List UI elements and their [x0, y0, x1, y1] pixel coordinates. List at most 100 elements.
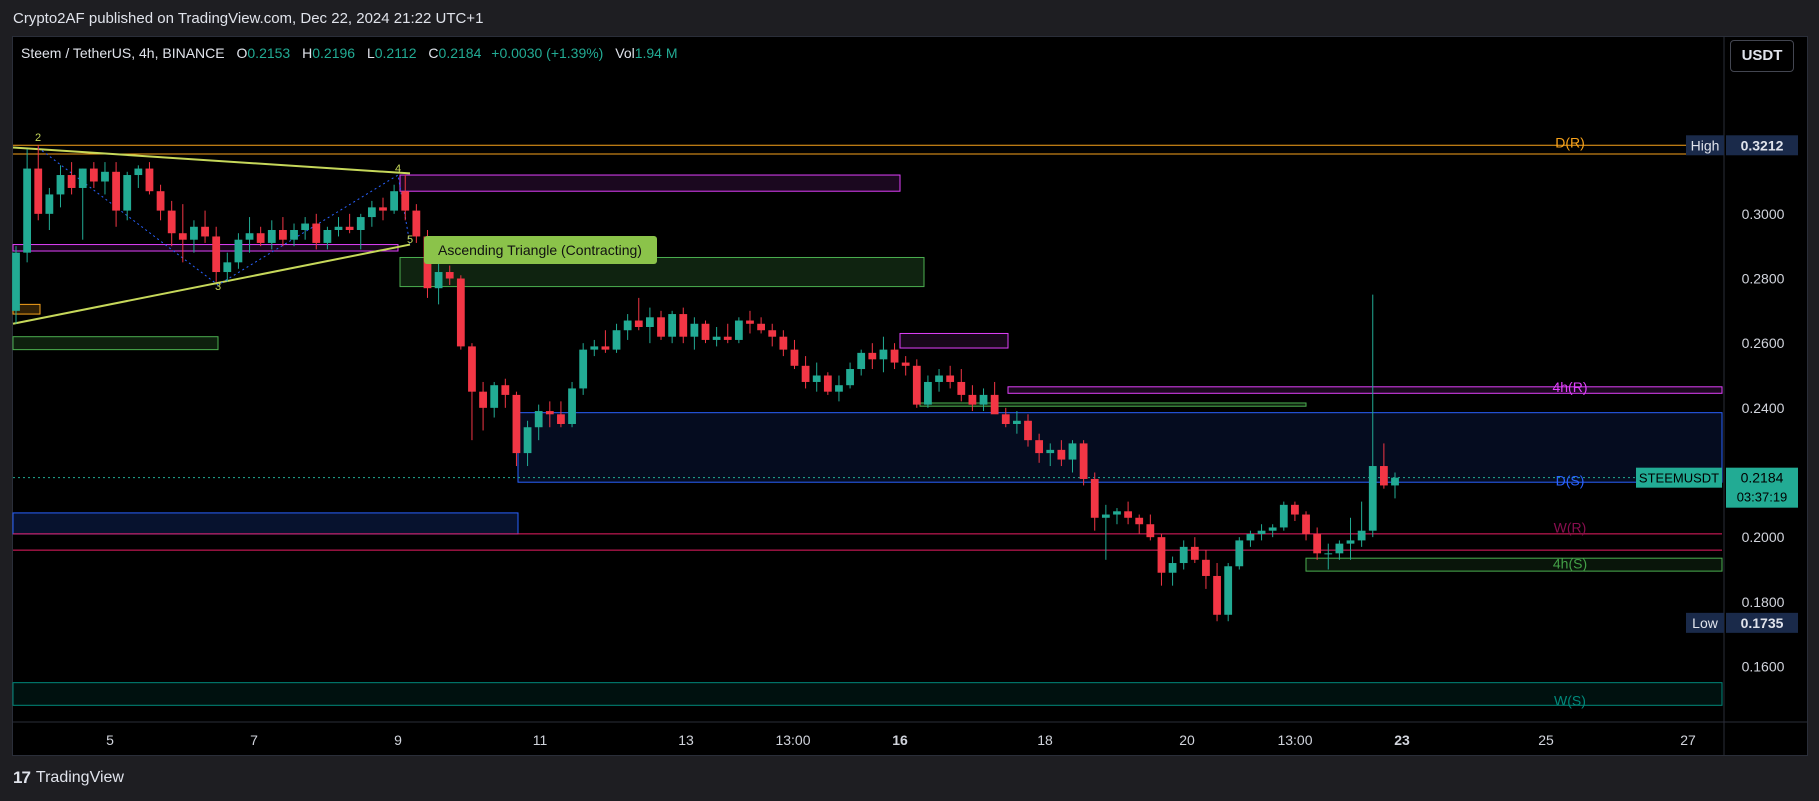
candle-body [1257, 530, 1266, 534]
candle-body [301, 223, 310, 230]
zone-4h-support [1305, 557, 1723, 572]
candle [279, 217, 287, 247]
candle [501, 378, 510, 408]
candle [545, 401, 554, 428]
candle [379, 197, 387, 221]
high-value: 0.3212 [1741, 137, 1784, 153]
candle [301, 217, 310, 240]
currency-button[interactable]: USDT [1730, 40, 1794, 72]
candle [801, 356, 810, 389]
candle-body [957, 381, 966, 395]
last-price-marker: STEEMUSDT 0.2184 03:37:19 [1636, 467, 1798, 508]
candle-body [1135, 517, 1144, 525]
close-label: C [428, 45, 439, 61]
candle-body [1046, 449, 1055, 454]
time-tick-label: 25 [1538, 732, 1554, 748]
time-tick-label: 27 [1680, 732, 1696, 748]
level-label: 4h(S) [1553, 556, 1587, 572]
candle-body [1101, 514, 1110, 518]
triangle-upper-line [12, 146, 411, 175]
candle-body [34, 168, 43, 214]
high-label-box [1686, 135, 1724, 156]
low-label: L [366, 45, 375, 61]
candle [445, 265, 454, 285]
time-tick-label: 20 [1179, 732, 1195, 748]
candle-body [1279, 504, 1288, 528]
candle [1302, 511, 1310, 541]
candle-body [523, 427, 532, 454]
candle-body [190, 226, 198, 240]
candle [145, 162, 154, 195]
candle [1001, 407, 1010, 428]
candle-body [679, 314, 688, 337]
candle [1068, 440, 1077, 473]
symbol-label[interactable]: Steem / TetherUS, 4h, BINANCE [21, 45, 225, 61]
candle [1035, 433, 1044, 463]
candle [256, 226, 265, 247]
candle-body [267, 230, 276, 243]
candle-body [1235, 540, 1244, 567]
candle-body [479, 391, 487, 408]
candle [312, 213, 321, 250]
candle [134, 165, 143, 188]
candle-body [412, 210, 421, 237]
candle-body [1124, 511, 1132, 518]
price-tick-label: 0.2400 [1742, 400, 1785, 416]
zone-4h-resistance [1007, 386, 1723, 394]
high-label: High [1691, 137, 1720, 153]
candle-body [401, 191, 410, 211]
candle-body [334, 226, 343, 230]
candle-body [279, 230, 287, 240]
candle-body [312, 223, 321, 243]
candle [646, 307, 654, 344]
candle-body [1090, 478, 1099, 518]
time-axis: 5 7 9 11 13 13:00 16 18 20 13:00 23 25 27 [13, 721, 1807, 748]
candle [757, 317, 765, 334]
candle [935, 369, 943, 392]
candle [212, 226, 221, 282]
candle [979, 388, 988, 412]
candle-body [1357, 530, 1366, 541]
candle-body [634, 320, 643, 327]
candle-body [178, 233, 187, 240]
candle-body [67, 175, 76, 188]
candle [623, 314, 632, 340]
candle-body [356, 217, 365, 230]
ohlc-legend: Steem / TetherUS, 4h, BINANCE O0.2153 H0… [21, 45, 678, 61]
candle-body [1068, 443, 1077, 460]
tradingview-brand[interactable]: 17 TradingView [13, 768, 124, 788]
candle-body [1113, 511, 1121, 515]
chart-frame[interactable] [12, 36, 1808, 756]
candle [1246, 530, 1255, 547]
zone-left-magenta [12, 244, 399, 252]
symbol-tag: STEEMUSDT [1639, 471, 1719, 486]
candle-body [557, 414, 565, 424]
candle-body [668, 314, 677, 337]
candle [835, 375, 843, 402]
candle [267, 220, 276, 250]
candle-body [1035, 440, 1044, 454]
candle-body [723, 336, 732, 340]
candle [468, 343, 476, 441]
low-label-box [1686, 612, 1724, 633]
candle-body [1291, 504, 1299, 515]
candle [723, 323, 732, 344]
candle-body [167, 210, 176, 234]
candle-body [1024, 420, 1032, 441]
candle [746, 310, 754, 334]
candle-body [979, 394, 988, 405]
candle [1346, 517, 1355, 560]
top-bar: Crypto2AF published on TradingView.com, … [0, 0, 1819, 36]
candle [12, 246, 20, 324]
candle-body [823, 375, 832, 392]
candle [178, 204, 187, 263]
candle-body [946, 375, 955, 382]
zone-magenta-mid [899, 332, 1009, 349]
candle-body [434, 272, 443, 289]
candle-body [1324, 553, 1333, 555]
candle [679, 307, 688, 344]
price-tick-label: 0.1600 [1742, 659, 1785, 675]
candle [1268, 524, 1277, 538]
pattern-annotation: Ascending Triangle (Contracting) [424, 236, 657, 264]
